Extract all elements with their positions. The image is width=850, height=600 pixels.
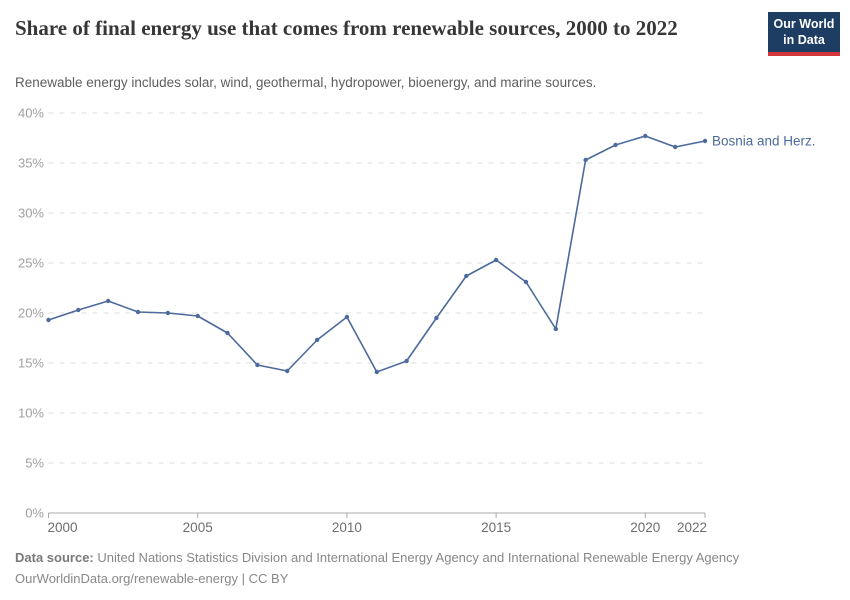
data-point[interactable] xyxy=(255,362,260,368)
data-point[interactable] xyxy=(553,326,558,332)
y-axis-tick-label: 0% xyxy=(25,506,44,521)
owid-logo-line1: Our World xyxy=(773,17,835,31)
data-point[interactable] xyxy=(404,358,409,364)
x-axis-tick-label: 2010 xyxy=(332,520,362,535)
y-axis-tick-label: 35% xyxy=(18,156,44,171)
data-point[interactable] xyxy=(46,317,51,323)
y-axis-tick-label: 20% xyxy=(18,306,44,321)
license-line: OurWorldinData.org/renewable-energy | CC… xyxy=(15,571,289,586)
data-point[interactable] xyxy=(374,369,379,375)
data-point[interactable] xyxy=(613,142,618,148)
series-line[interactable] xyxy=(47,135,706,373)
series-end-label[interactable]: Bosnia and Herz. xyxy=(712,134,816,149)
y-axis-tick-label: 10% xyxy=(18,406,44,421)
data-source-label: Data source: xyxy=(15,550,94,565)
data-point[interactable] xyxy=(464,273,469,279)
data-point[interactable] xyxy=(702,138,708,144)
x-axis-tick-label: 2005 xyxy=(183,520,213,535)
y-axis-tick-label: 30% xyxy=(18,206,44,221)
owid-logo[interactable]: Our World in Data xyxy=(768,12,840,56)
data-point[interactable] xyxy=(195,313,200,319)
y-axis-tick-label: 25% xyxy=(18,256,44,271)
data-point[interactable] xyxy=(434,315,439,321)
chart-subtitle: Renewable energy includes solar, wind, g… xyxy=(15,75,597,90)
data-point[interactable] xyxy=(523,279,529,285)
data-point[interactable] xyxy=(583,157,588,163)
data-source-text: United Nations Statistics Division and I… xyxy=(93,550,740,565)
x-axis-tick-label: 2020 xyxy=(630,520,660,535)
y-axis-tick-label: 5% xyxy=(25,456,44,471)
data-point[interactable] xyxy=(643,133,648,139)
data-point[interactable] xyxy=(135,309,141,315)
data-point[interactable] xyxy=(106,298,111,304)
chart-footer: Data source: United Nations Statistics D… xyxy=(15,547,739,589)
data-source-line: Data source: United Nations Statistics D… xyxy=(15,547,739,568)
data-point[interactable] xyxy=(314,337,320,343)
data-point[interactable] xyxy=(225,330,230,336)
data-point[interactable] xyxy=(285,368,290,374)
y-axis-tick-label: 15% xyxy=(18,356,44,371)
data-point[interactable] xyxy=(673,144,678,150)
y-axis-tick-label: 40% xyxy=(18,106,44,121)
data-point[interactable] xyxy=(165,310,171,316)
x-axis-tick-label: 2022 xyxy=(677,520,707,535)
x-axis-tick-label: 2000 xyxy=(48,520,78,535)
data-point[interactable] xyxy=(493,257,499,263)
owid-logo-line2: in Data xyxy=(783,32,825,47)
data-point[interactable] xyxy=(344,314,350,320)
page-title: Share of final energy use that comes fro… xyxy=(15,16,678,40)
data-point[interactable] xyxy=(76,307,81,313)
x-axis-tick-label: 2015 xyxy=(481,520,511,535)
